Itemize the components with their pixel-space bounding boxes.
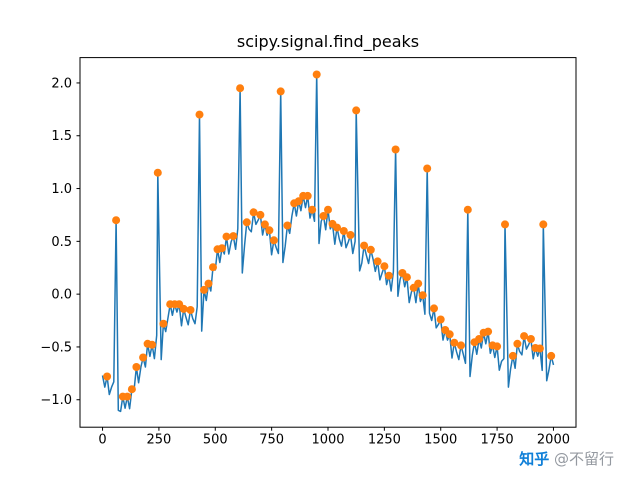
peak-marker [312, 70, 321, 79]
peak-marker [450, 338, 459, 347]
x-tick-label: 500 [203, 433, 228, 448]
watermark-username: @不留行 [553, 450, 614, 468]
x-tick-label: 1000 [311, 433, 344, 448]
watermark: 知乎 @不留行 [519, 448, 614, 469]
peak-marker [218, 244, 226, 253]
peak-marker [391, 145, 400, 154]
peak-marker [276, 87, 285, 96]
x-tick-label: 1750 [481, 433, 514, 448]
x-tick-label: 750 [259, 433, 284, 448]
y-tick-label: −0.5 [40, 340, 72, 355]
peak-marker [526, 335, 535, 343]
peak-marker [200, 285, 208, 294]
peak-marker [256, 210, 265, 219]
peak-marker [366, 245, 375, 254]
peak-marker [260, 220, 269, 229]
peak-marker [283, 221, 292, 230]
peak-marker [384, 271, 393, 280]
peak-marker [265, 226, 274, 235]
x-tick-label: 0 [98, 433, 106, 448]
peak-marker [352, 106, 361, 115]
peak-marker [457, 341, 465, 350]
axes-spines [79, 57, 577, 428]
peak-marker [402, 273, 411, 282]
peak-marker [204, 279, 213, 288]
peak-marker [148, 340, 157, 349]
peak-marker [222, 232, 231, 241]
peak-marker [159, 319, 168, 328]
peak-marker [132, 363, 141, 371]
peak-marker [179, 304, 188, 313]
peak-marker [475, 335, 484, 343]
peak-marker [423, 164, 432, 173]
x-tick-label: 1500 [424, 433, 457, 448]
peak-marker [123, 392, 132, 401]
peak-marker [373, 257, 382, 266]
peak-marker [103, 372, 112, 381]
peak-marker [513, 339, 522, 348]
x-tick-label: 1250 [368, 433, 401, 448]
peak-marker [539, 220, 548, 229]
peak-marker [112, 216, 121, 225]
peak-marker [186, 306, 195, 314]
peak-marker [209, 263, 217, 272]
peak-marker [463, 205, 472, 214]
peak-marker [501, 220, 509, 229]
peak-marker [436, 315, 445, 324]
y-tick-label: 1.5 [51, 129, 72, 144]
chart-title: scipy.signal.find_peaks [236, 32, 420, 51]
peak-marker [547, 351, 556, 360]
watermark-brand-logo: 知乎 [519, 450, 550, 468]
x-tick-label: 2000 [537, 433, 570, 448]
peak-marker [139, 353, 148, 362]
peak-marker [242, 218, 251, 227]
peak-marker [229, 232, 238, 241]
peak-marker [303, 191, 312, 200]
peak-marker [430, 304, 438, 313]
peak-marker [339, 227, 348, 235]
y-tick-label: −1.0 [40, 393, 72, 408]
peak-marker [520, 332, 529, 341]
peak-marker [493, 342, 502, 351]
peak-marker [195, 110, 204, 119]
peak-marker [127, 385, 136, 394]
peak-marker [445, 330, 454, 339]
peak-marker [333, 223, 341, 232]
y-tick-label: 2.0 [51, 76, 72, 91]
peak-marker [324, 205, 332, 214]
peak-marker [153, 168, 162, 177]
signal-line [101, 73, 555, 413]
peak-marker [294, 197, 303, 206]
y-tick-label: 0.0 [51, 288, 72, 303]
peak-marker [414, 279, 423, 288]
x-tick-label: 250 [146, 433, 171, 448]
peak-marker [236, 84, 245, 93]
peak-marker [535, 344, 544, 353]
peak-marker [380, 262, 389, 271]
peak-marker [319, 212, 328, 220]
peak-marker [249, 208, 258, 217]
peak-marker [308, 205, 317, 214]
peak-marker [360, 241, 369, 250]
peak-marker [269, 236, 278, 245]
peak-marker [418, 291, 427, 300]
peak-marker [508, 351, 517, 360]
y-tick-label: 0.5 [51, 235, 72, 250]
peak-marker [346, 231, 355, 239]
y-tick-label: 1.0 [51, 182, 72, 197]
peak-marker [484, 327, 493, 336]
